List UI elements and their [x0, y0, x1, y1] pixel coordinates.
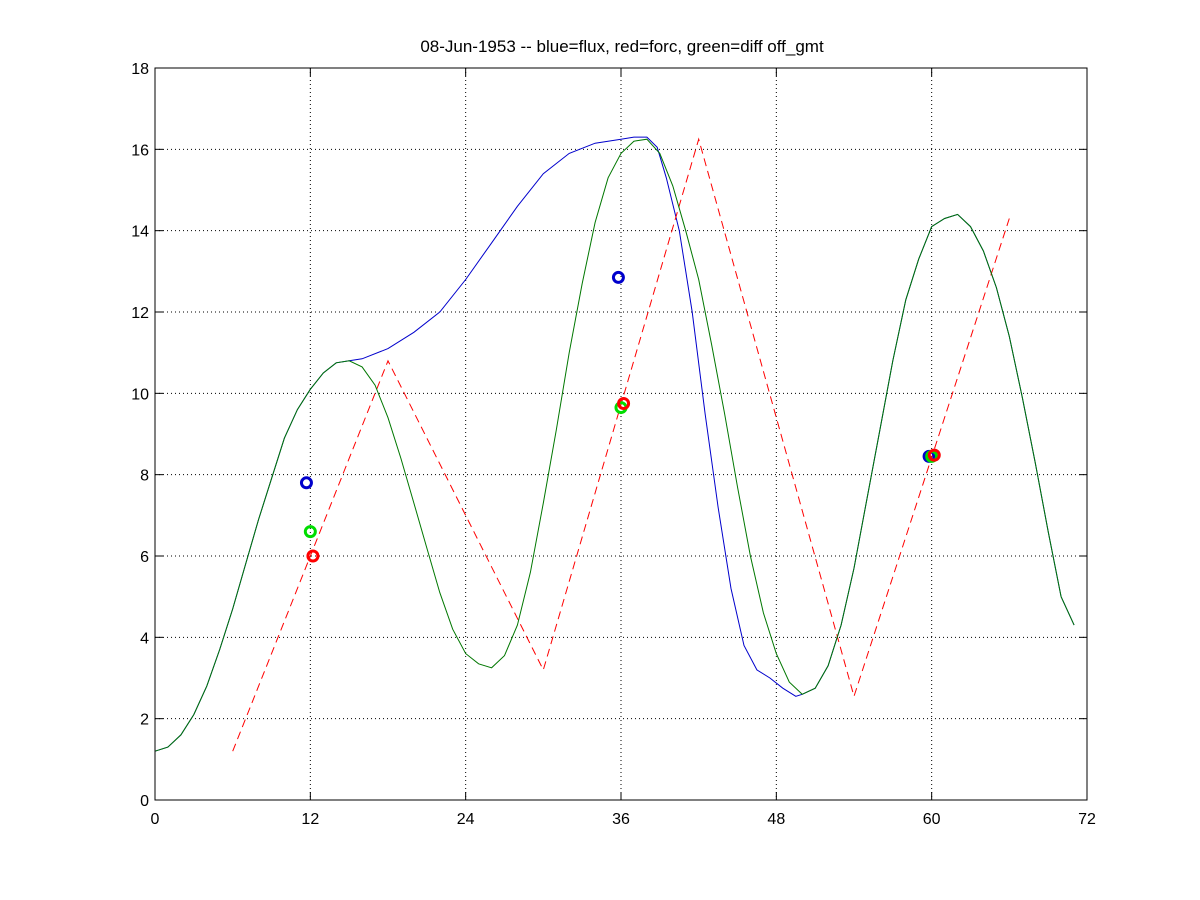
marker-forc [617, 397, 631, 410]
series-line-forc [232, 137, 1010, 752]
x-tick-label: 12 [301, 811, 319, 828]
marker-forc [927, 448, 941, 462]
y-tick-label: 2 [140, 712, 149, 729]
x-tick-label: 0 [151, 811, 160, 828]
marker-forc [306, 549, 320, 563]
chart-title: 08-Jun-1953 -- blue=flux, red=forc, gree… [420, 37, 824, 56]
y-tick-label: 12 [131, 305, 149, 322]
y-tick-label: 14 [131, 224, 149, 241]
plot-frame [154, 67, 1088, 801]
y-tick-label: 16 [131, 142, 149, 159]
y-tick-label: 0 [140, 793, 149, 810]
grid-layer [155, 68, 1087, 800]
x-tick-label: 72 [1078, 811, 1096, 828]
y-tick-label: 10 [131, 386, 149, 403]
y-tick-label: 18 [131, 61, 149, 78]
y-tick-label: 4 [140, 630, 149, 647]
marker-flux [299, 476, 313, 490]
x-tick-label: 60 [923, 811, 941, 828]
y-tick-label: 8 [140, 468, 149, 485]
marker-layer [299, 270, 941, 563]
x-tick-label: 24 [457, 811, 475, 828]
marker-flux [611, 270, 625, 284]
x-tick-label: 36 [612, 811, 630, 828]
series-line-diff [154, 138, 1075, 752]
series-layer [154, 136, 1075, 752]
marker-diff [303, 525, 317, 539]
x-tick-label: 48 [767, 811, 785, 828]
y-tick-label: 6 [140, 549, 149, 566]
